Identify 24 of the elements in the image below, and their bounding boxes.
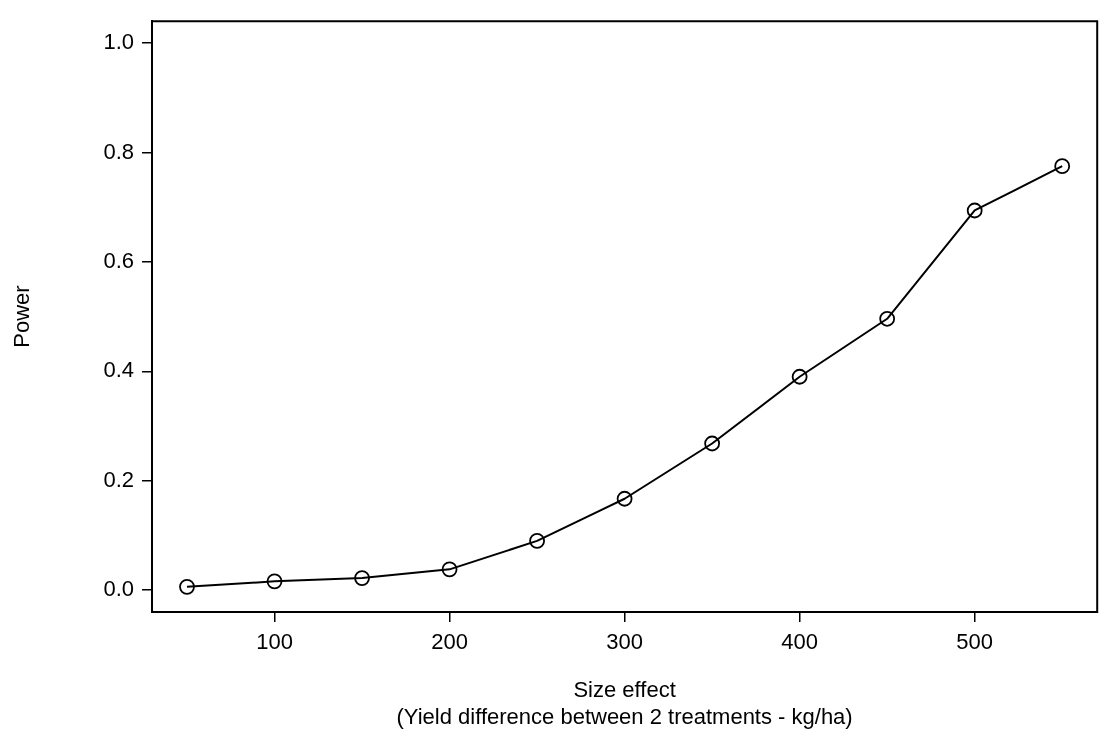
point xyxy=(266,573,283,590)
point xyxy=(704,435,721,452)
x-axis-title: Size effect (Yield difference between 2 treatments - kg/ha) xyxy=(396,677,853,729)
y-tick-label: 0.0 xyxy=(103,576,134,602)
x-tick-label: 400 xyxy=(781,629,818,655)
point xyxy=(354,570,370,586)
point xyxy=(529,532,545,549)
y-axis-title: Power xyxy=(9,285,35,348)
point xyxy=(791,368,808,385)
x-tick-label: 100 xyxy=(256,629,293,655)
x-tick-label: 300 xyxy=(606,629,643,655)
y-tick-label: 0.2 xyxy=(103,466,134,492)
point xyxy=(441,561,458,578)
y-tick-label: 1.0 xyxy=(103,29,134,55)
point xyxy=(879,310,896,327)
point xyxy=(966,202,983,219)
x-tick-label: 500 xyxy=(956,629,994,655)
y-tick-label: 0.6 xyxy=(103,247,134,273)
point xyxy=(179,578,195,595)
point xyxy=(616,490,633,507)
y-tick-label: 0.4 xyxy=(103,357,134,383)
point xyxy=(1054,158,1071,175)
x-tick-label: 200 xyxy=(431,629,468,655)
y-tick-label: 0.8 xyxy=(103,138,134,164)
